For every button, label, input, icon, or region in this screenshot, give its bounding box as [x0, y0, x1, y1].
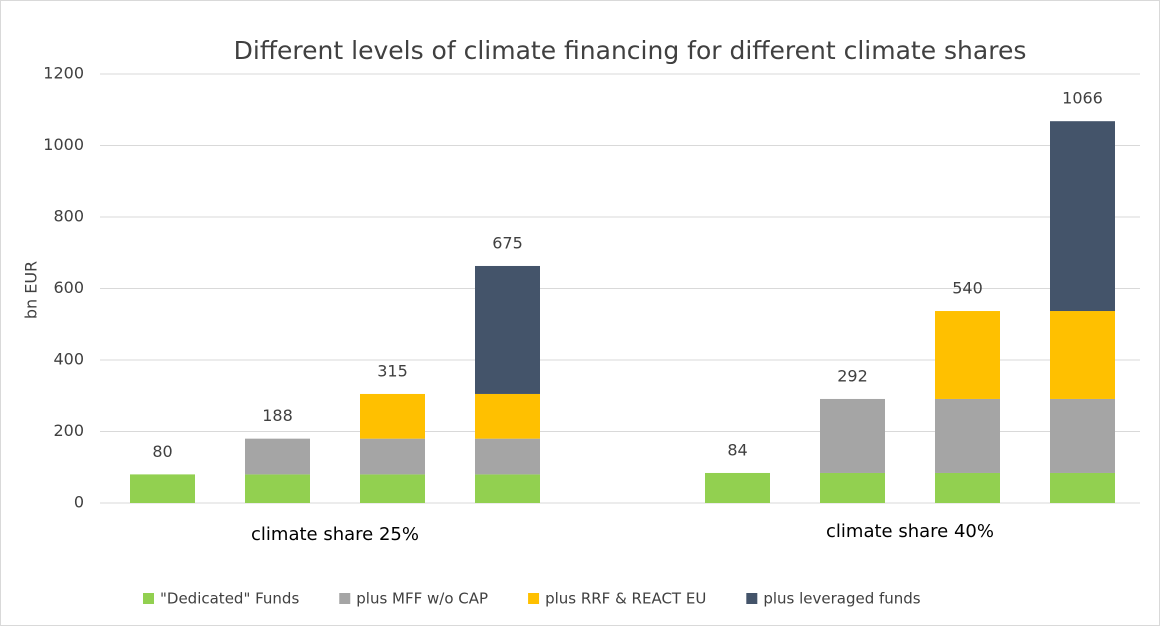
data-label: 675 [492, 233, 523, 252]
data-label: 315 [377, 361, 408, 380]
bar-segment [475, 438, 540, 475]
data-label: 292 [837, 366, 868, 385]
legend-swatch [528, 593, 540, 604]
y-tick-label: 1000 [43, 135, 84, 154]
bar-segment [1050, 121, 1115, 312]
data-label: 188 [262, 406, 293, 425]
legend-label: plus RRF & REACT EU [545, 590, 706, 608]
y-tick-label: 1200 [43, 64, 84, 83]
y-tick-label: 400 [53, 350, 84, 369]
bar-segment [360, 438, 425, 475]
bar-segment [360, 474, 425, 503]
bar-segment [475, 393, 540, 439]
legend-swatch [143, 593, 154, 604]
chart-title: Different levels of climate financing fo… [234, 36, 1027, 65]
bar-segment [360, 393, 425, 439]
data-label: 540 [952, 279, 983, 298]
bar-segment [1050, 472, 1115, 503]
y-tick-label: 800 [53, 207, 84, 226]
y-tick-label: 600 [53, 278, 84, 297]
y-axis-label: bn EUR [22, 261, 41, 319]
bar-segment [475, 265, 540, 394]
bar-segment [245, 438, 310, 475]
bar-segment [935, 311, 1000, 399]
bar-segment [820, 472, 885, 503]
legend-label: "Dedicated" Funds [160, 590, 299, 608]
bar-segment [935, 398, 1000, 473]
bar-segment [705, 472, 770, 503]
bar-segment [820, 398, 885, 473]
data-label: 1066 [1062, 89, 1103, 108]
y-tick-label: 200 [53, 421, 84, 440]
legend-swatch [339, 593, 351, 604]
bar-segment [935, 472, 1000, 503]
legend-label: plus MFF w/o CAP [356, 590, 488, 608]
bar-segment [1050, 311, 1115, 399]
bar-segment [245, 474, 310, 503]
y-tick-label: 0 [74, 493, 84, 512]
group-label: climate share 25% [251, 524, 419, 545]
bar-segment [475, 474, 540, 503]
bar-segment [1050, 398, 1115, 473]
legend-label: plus leveraged funds [763, 590, 920, 608]
bar-segment [130, 474, 195, 503]
data-label: 80 [152, 442, 172, 461]
legend-swatch [746, 593, 758, 604]
data-label: 84 [727, 440, 747, 459]
group-label: climate share 40% [826, 521, 994, 542]
